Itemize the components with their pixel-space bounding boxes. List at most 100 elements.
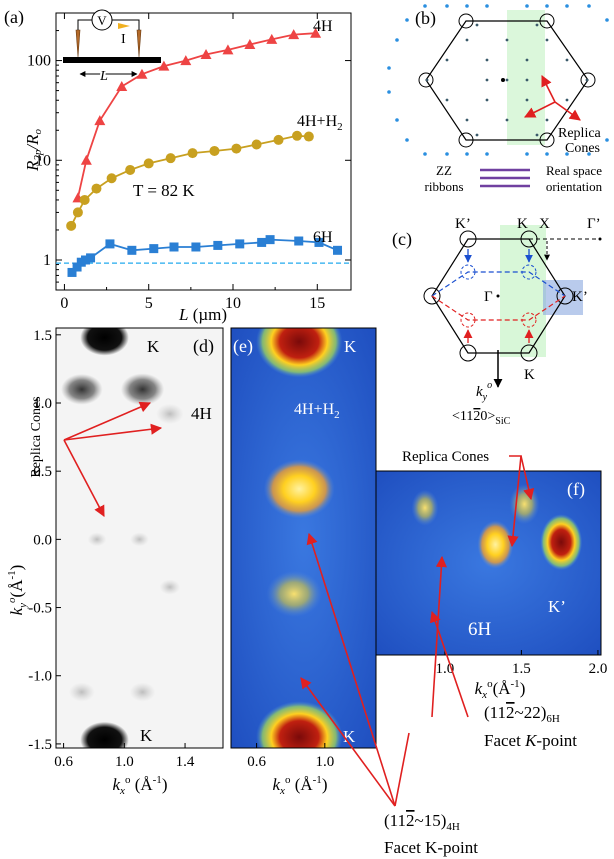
axis-ticks: 0.6 1.0 1.4 1.5 1.0 0.5 0.0 -0.5 -1.0 -1.5 (28, 328, 195, 770)
y-tick-label: -1.5 (28, 737, 52, 753)
lattice-dot (545, 4, 549, 8)
green-highlight-b (507, 10, 545, 145)
facet-arrow (394, 732, 410, 807)
x-axis-title-d: kxo (Å-1) (113, 774, 168, 797)
lattice-dot (475, 133, 479, 137)
arpes-spots (61, 328, 184, 748)
lattice-dot (545, 152, 549, 156)
x-tick-label: 0.6 (247, 754, 266, 770)
y-tick-label: 100 (27, 53, 51, 70)
lattice-dot (405, 18, 409, 22)
data-point (213, 240, 223, 250)
lattice-dot (387, 90, 391, 94)
voltmeter-circle (91, 9, 113, 31)
replica-arrow (541, 74, 556, 103)
data-point (66, 220, 77, 231)
lattice-dot (445, 152, 449, 156)
y-tick-label: 0.5 (33, 464, 52, 480)
inset-probe-right (136, 29, 142, 58)
data-point (91, 183, 102, 194)
k-prime-label: K’ (455, 216, 471, 232)
k-point-circle (418, 72, 434, 88)
length-label: L (99, 69, 108, 84)
replica-circle-red (521, 312, 537, 328)
data-point (265, 235, 275, 245)
lattice-dot (565, 152, 569, 156)
y-tick-label: 0.0 (33, 532, 52, 548)
polytype-label: 6H (468, 619, 492, 640)
facet-annotations: (112~22)6H Facet K-point (112~15)4H Face… (300, 532, 577, 857)
polytype-label: 4H (191, 404, 212, 423)
x-axis-title-f: kxo(Å-1) (475, 678, 526, 701)
plot-a-frame (55, 12, 352, 291)
k-point-circle (520, 344, 538, 362)
facet-6H-label: Facet K-point (484, 731, 577, 750)
lattice-dot (395, 118, 399, 122)
polytype-label: 4H+H2 (294, 401, 340, 421)
replica-circle-red (460, 312, 476, 328)
gamma-label: Γ (484, 289, 493, 305)
lattice-dot (485, 78, 489, 82)
lattice-dot (445, 4, 449, 8)
k-point-circle (459, 344, 477, 362)
data-point (136, 68, 148, 79)
lattice-dot (505, 38, 509, 42)
replica-arrow (520, 455, 535, 501)
ribbons-label: ribbons (425, 179, 464, 194)
data-point (314, 237, 324, 247)
arpes-spots (256, 328, 343, 748)
lattice-dot (425, 78, 429, 82)
facet-arrow (300, 677, 396, 807)
panel-c: (c) K’ K X Γ’ Γ K’ K kyo <1120>SiC (392, 216, 602, 427)
real-space-label: Real space (546, 163, 602, 178)
lattice-dot (423, 152, 427, 156)
data-point (143, 158, 154, 169)
series-label-4H-H2: 4H+H2 (297, 113, 343, 133)
data-point (303, 131, 314, 142)
arpes-spot (509, 484, 540, 525)
data-point (80, 154, 92, 165)
k-point-circle (458, 132, 474, 148)
replica-cones-label-f: Replica Cones (402, 449, 489, 465)
gamma2-label: Γ’ (587, 216, 601, 232)
gamma-dot (501, 78, 505, 82)
lattice-dot (525, 4, 529, 8)
k-point-circle (556, 287, 574, 305)
gamma2-point (598, 237, 602, 241)
data-point (105, 239, 115, 249)
lattice-dot (505, 118, 509, 122)
arpes-spot (80, 721, 129, 748)
series-group (66, 27, 343, 277)
y-tick-label: -1.0 (28, 669, 52, 685)
lattice-dot (565, 4, 569, 8)
facet-arrow (429, 610, 469, 718)
orientation-label: orientation (546, 179, 603, 194)
lattice-dot (525, 152, 529, 156)
data-point (158, 60, 170, 71)
lattice-dot (587, 152, 591, 156)
current-label: I (121, 32, 126, 47)
panel-d: 0.6 1.0 1.41.51.00.50.0-0.5-1.0-1.5 (d) K … (6, 327, 224, 797)
panel-d-label: (d) (193, 336, 214, 357)
lattice-dot (485, 4, 489, 8)
green-highlight-c (500, 225, 546, 357)
lattice-dot (565, 98, 569, 102)
k-bottom-label: K (140, 726, 153, 745)
lattice-dot (535, 133, 539, 137)
lattice-dot (485, 58, 489, 62)
series-label-6H: 6H (313, 229, 333, 246)
data-point (292, 130, 303, 141)
data-point (222, 44, 234, 55)
lattice-dot (423, 4, 427, 8)
lattice-dot (525, 78, 529, 82)
replica-arrow (63, 439, 105, 517)
replica-circle-blue (521, 264, 537, 280)
data-point (125, 164, 136, 175)
sic-direction-label: <1120>SiC (452, 409, 511, 427)
lattice-dot (545, 38, 549, 42)
panel-e: 0.6 1.0 (e) K K 4H+H2 kxo (Å-1) (230, 327, 377, 797)
x-tick-label: 0 (60, 295, 68, 312)
axis-ticks: 0.6 1.0 (247, 743, 334, 770)
arpes-spot (477, 520, 514, 569)
